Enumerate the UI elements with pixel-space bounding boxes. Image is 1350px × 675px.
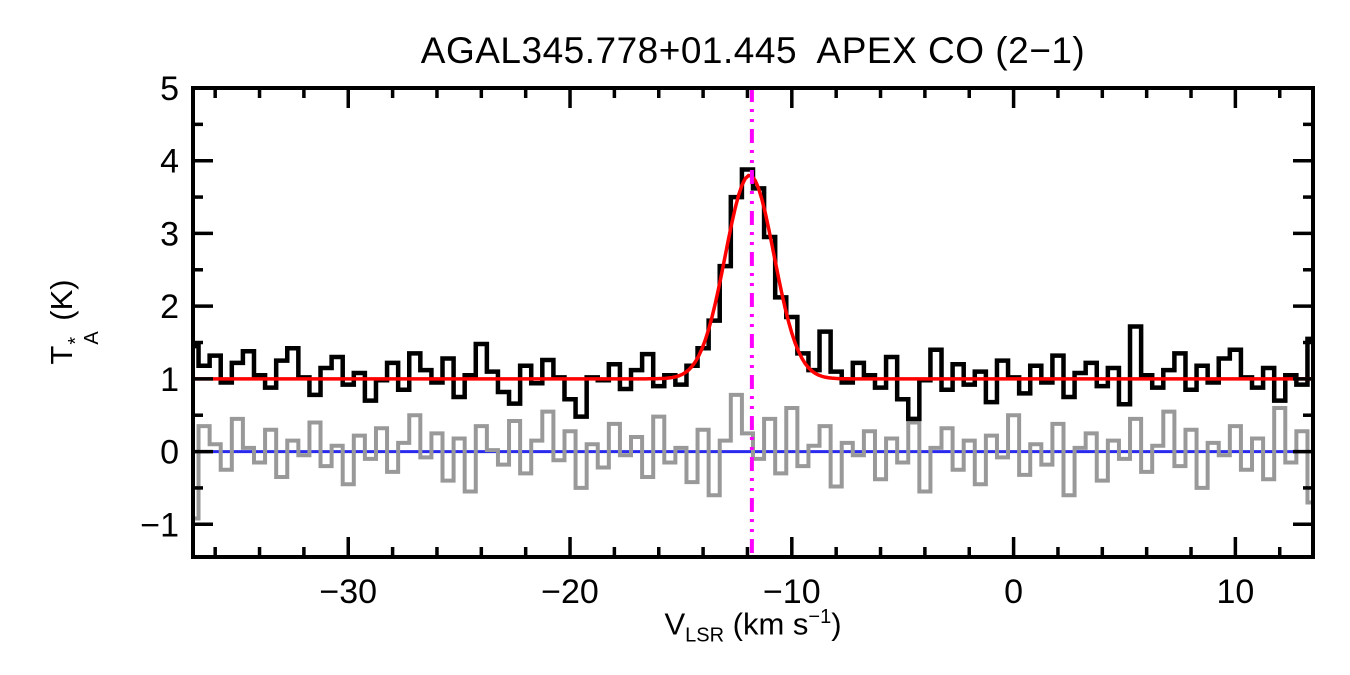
- y-tick-label: 3: [160, 215, 179, 253]
- x-tick-label: −30: [319, 573, 377, 611]
- x-axis-label: VLSR (km s−1): [193, 606, 1313, 648]
- x-tick-label: −20: [541, 573, 599, 611]
- x-label-sub: LSR: [685, 624, 725, 647]
- x-label-pre: V: [664, 606, 686, 642]
- x-label-post: ): [831, 606, 842, 642]
- y-tick-label: 1: [160, 361, 179, 399]
- y-tick-label: 5: [160, 70, 179, 108]
- x-label-sup: −1: [808, 606, 832, 628]
- y-tick-label: 4: [160, 143, 179, 181]
- y-tick-label: −1: [140, 506, 179, 544]
- x-label-mid: (km s: [724, 606, 809, 642]
- y-tick-label: 2: [160, 288, 179, 326]
- y-tick-label: 0: [160, 434, 179, 472]
- residual-spectrum-path: [193, 392, 1313, 521]
- x-tick-label: −10: [763, 573, 821, 611]
- x-tick-label: 10: [1216, 573, 1254, 611]
- plot-title: AGAL345.778+01.445 APEX CO (2−1): [420, 30, 1086, 71]
- x-tick-label: 0: [1004, 573, 1023, 611]
- plot-frame: [191, 86, 1315, 559]
